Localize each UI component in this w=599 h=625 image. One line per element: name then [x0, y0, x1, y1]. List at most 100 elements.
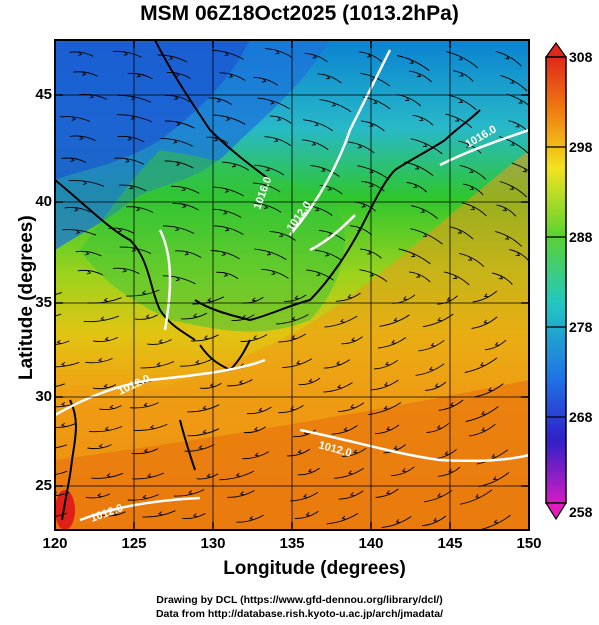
streamline	[509, 249, 529, 262]
streamline	[474, 383, 504, 398]
streamline-arrow	[436, 424, 442, 429]
streamline-arrow	[263, 204, 269, 209]
streamline-arrow	[103, 297, 108, 302]
streamline	[253, 76, 278, 86]
streamline	[243, 426, 266, 434]
streamline-arrow	[413, 184, 418, 188]
streamline	[219, 72, 246, 81]
streamline	[134, 314, 159, 320]
streamline-arrow	[419, 117, 424, 121]
streamline-arrow	[143, 448, 149, 453]
streamline	[446, 51, 479, 69]
streamline-arrow	[385, 361, 390, 366]
streamline-arrow	[221, 251, 226, 256]
streamline	[500, 74, 528, 92]
streamline-arrow	[518, 99, 523, 104]
streamline	[87, 444, 112, 450]
streamline-arrow	[129, 185, 134, 190]
streamline-arrow	[331, 102, 337, 107]
x-tick-label: 145	[437, 535, 463, 552]
streamline-arrow	[104, 426, 109, 431]
streamline-arrow	[188, 490, 193, 495]
streamline	[302, 139, 329, 150]
streamline	[212, 49, 245, 60]
streamline	[415, 363, 445, 376]
streamline-arrow	[505, 55, 510, 60]
streamline-arrow	[468, 256, 473, 261]
streamline	[306, 269, 334, 281]
streamline-arrow	[263, 184, 268, 189]
streamline-arrow	[366, 53, 372, 58]
streamline-arrow	[136, 207, 141, 212]
streamline	[231, 314, 255, 321]
streamline-arrow	[182, 204, 187, 209]
streamline	[476, 449, 509, 465]
streamline-arrow	[231, 163, 237, 168]
streamline	[254, 164, 285, 176]
streamline-arrow	[481, 410, 486, 415]
streamline	[246, 406, 272, 415]
wind-streamlines	[55, 48, 529, 530]
streamline-arrow	[75, 229, 81, 235]
streamline-arrow	[168, 55, 174, 60]
streamline-arrow	[353, 449, 358, 454]
streamline-arrow	[350, 404, 355, 409]
streamline-arrow	[415, 165, 420, 170]
streamline-arrow	[483, 293, 489, 298]
streamline-arrow	[271, 270, 276, 275]
streamline	[173, 489, 205, 497]
streamline-arrow	[279, 233, 284, 238]
streamline	[129, 402, 159, 409]
streamline-arrow	[325, 252, 330, 257]
streamline-arrow	[429, 366, 434, 371]
streamline-arrow	[307, 468, 313, 473]
streamline-arrow	[123, 51, 129, 56]
streamline-arrow	[290, 406, 295, 411]
streamline	[373, 359, 399, 370]
streamline-arrow	[386, 426, 391, 431]
streamline	[361, 180, 385, 192]
streamline	[381, 516, 412, 529]
streamline-arrow	[459, 72, 464, 77]
streamline-arrow	[411, 253, 416, 258]
streamline-arrow	[458, 56, 463, 61]
credit-drawing: Drawing by DCL (https://www.gfd-dennou.o…	[156, 594, 443, 606]
streamline	[253, 202, 282, 213]
streamline	[437, 295, 458, 305]
streamline	[331, 425, 358, 435]
lat-lon-grid	[55, 40, 529, 530]
streamline-arrow	[175, 226, 180, 232]
streamline	[55, 470, 68, 475]
streamline	[379, 314, 410, 327]
streamline-arrow	[202, 405, 207, 410]
streamline	[213, 114, 246, 125]
streamline-arrow	[386, 490, 391, 495]
streamline	[60, 116, 91, 122]
streamline-arrow	[336, 360, 341, 365]
streamline	[324, 315, 358, 328]
streamline	[338, 490, 364, 500]
streamline-arrow	[216, 98, 222, 103]
streamline-arrow	[453, 275, 458, 279]
streamline	[492, 272, 513, 285]
streamline	[212, 208, 242, 218]
streamline	[119, 184, 147, 192]
streamline	[495, 50, 522, 67]
x-tick-label: 125	[121, 535, 147, 552]
colorbar-label: 278	[569, 319, 593, 335]
streamline-arrow	[341, 515, 346, 520]
streamline	[354, 201, 376, 212]
streamline-arrow	[252, 335, 258, 340]
streamline	[69, 135, 96, 142]
streamline	[165, 120, 195, 129]
streamline	[371, 379, 399, 391]
streamline	[409, 70, 433, 83]
streamline-arrow	[60, 402, 66, 407]
streamline	[132, 472, 165, 480]
streamline-arrow	[393, 445, 399, 450]
streamline	[85, 493, 111, 499]
streamline-arrow	[488, 387, 493, 391]
streamline-arrow	[475, 494, 480, 498]
streamline-arrow	[491, 453, 496, 458]
